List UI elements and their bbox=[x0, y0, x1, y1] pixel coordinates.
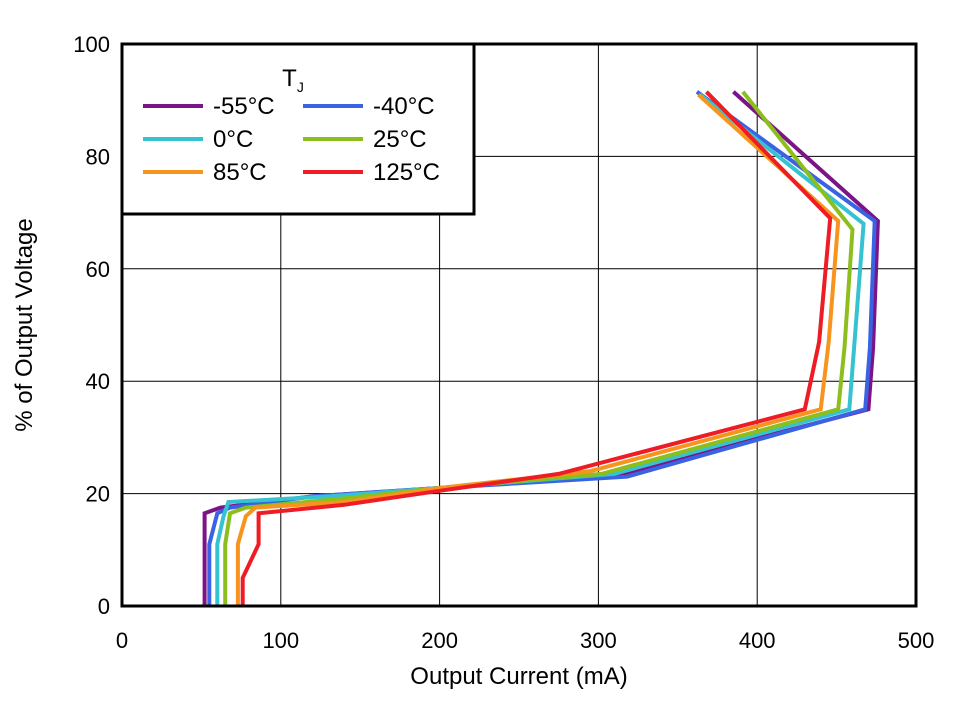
legend-label: 0°C bbox=[213, 126, 253, 153]
y-tick-labels: 0 20 40 60 80 100 bbox=[73, 32, 110, 619]
x-tick-label: 500 bbox=[898, 628, 935, 653]
y-tick-label: 0 bbox=[98, 594, 110, 619]
x-tick-label: 300 bbox=[580, 628, 617, 653]
y-tick-label: 40 bbox=[86, 369, 110, 394]
y-axis-label: % of Output Voltage bbox=[11, 218, 38, 431]
legend-label: 125°C bbox=[373, 159, 440, 186]
series-lines bbox=[202, 90, 880, 606]
y-tick-label: 80 bbox=[86, 144, 110, 169]
legend: TJ -55°C -40°C 0°C 25°C 85°C 125°C bbox=[120, 42, 476, 216]
plot-frame bbox=[120, 42, 918, 608]
x-tick-label: 100 bbox=[262, 628, 299, 653]
series-line-5 bbox=[235, 93, 841, 606]
legend-label: 25°C bbox=[373, 126, 427, 153]
x-tick-label: 400 bbox=[739, 628, 776, 653]
legend-label: 85°C bbox=[213, 159, 267, 186]
legend-items: -55°C -40°C 0°C 25°C 85°C 125°C bbox=[143, 93, 440, 186]
y-tick-label: 100 bbox=[73, 32, 110, 57]
legend-label: -40°C bbox=[373, 93, 435, 120]
legend-box bbox=[120, 42, 476, 216]
legend-title: TJ bbox=[282, 65, 304, 95]
x-tick-label: 0 bbox=[116, 628, 128, 653]
legend-label: -55°C bbox=[213, 93, 275, 120]
x-tick-label: 200 bbox=[421, 628, 458, 653]
y-tick-label: 60 bbox=[86, 257, 110, 282]
series-line-6 bbox=[240, 90, 833, 606]
x-tick-labels: 0 100 200 300 400 500 bbox=[116, 628, 934, 653]
x-axis-label: Output Current (mA) bbox=[410, 663, 627, 690]
y-tick-label: 20 bbox=[86, 482, 110, 507]
